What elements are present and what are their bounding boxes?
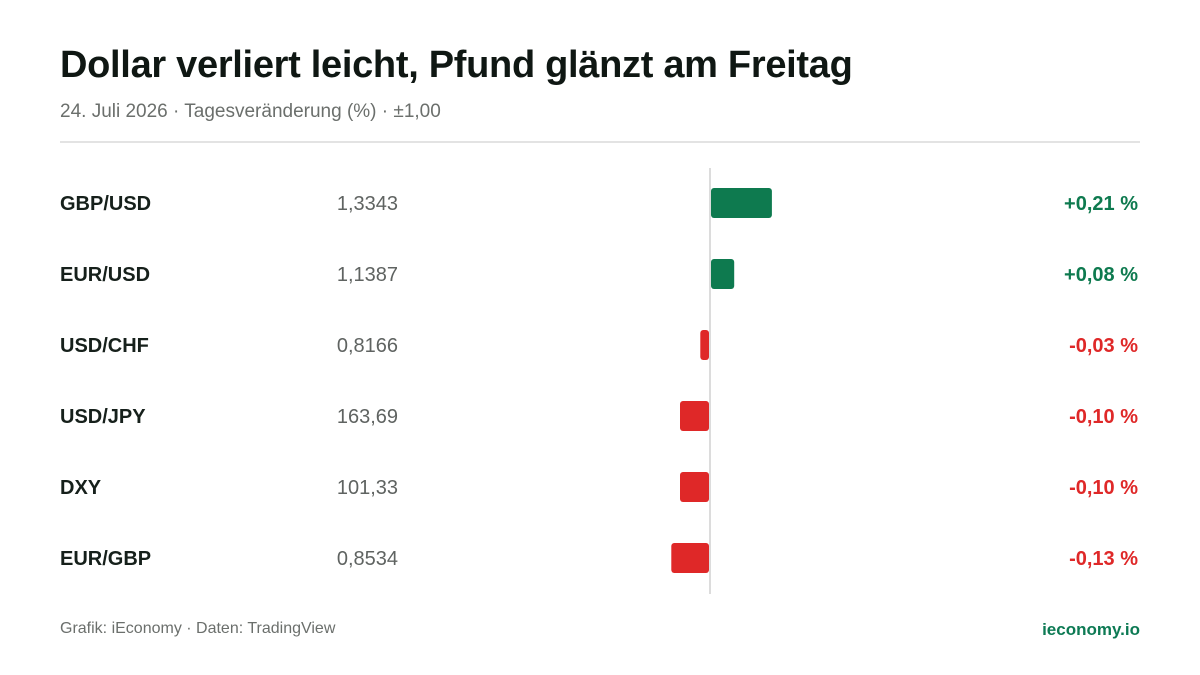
bar	[711, 188, 772, 218]
bar	[711, 259, 735, 289]
chart-title: Dollar verliert leicht, Pfund glänzt am …	[60, 44, 853, 86]
category-label: EUR/GBP	[60, 548, 151, 570]
change-label: -0,13 %	[1069, 548, 1138, 570]
chart-subtitle: 24. Juli 2026 · Tagesveränderung (%) · ±…	[60, 101, 441, 122]
category-label: GBP/USD	[60, 193, 151, 215]
change-label: +0,21 %	[1064, 193, 1138, 215]
category-label: USD/JPY	[60, 406, 146, 428]
change-label: -0,03 %	[1069, 335, 1138, 357]
bar	[700, 330, 709, 360]
category-label: USD/CHF	[60, 335, 149, 357]
price-label: 1,1387	[337, 264, 398, 286]
bar	[671, 543, 709, 573]
category-label: DXY	[60, 477, 102, 499]
header-divider	[60, 141, 1140, 143]
bar	[680, 472, 709, 502]
change-label: -0,10 %	[1069, 406, 1138, 428]
price-label: 1,3343	[337, 193, 398, 215]
price-label: 101,33	[337, 477, 398, 499]
price-label: 163,69	[337, 406, 398, 428]
price-label: 0,8166	[337, 335, 398, 357]
change-label: +0,08 %	[1064, 264, 1138, 286]
category-label: EUR/USD	[60, 264, 150, 286]
price-label: 0,8534	[337, 548, 398, 570]
source-note: Grafik: iEconomy · Daten: TradingView	[60, 620, 336, 637]
bar	[680, 401, 709, 431]
change-label: -0,10 %	[1069, 477, 1138, 499]
brand-link[interactable]: ieconomy.io	[1042, 620, 1140, 639]
